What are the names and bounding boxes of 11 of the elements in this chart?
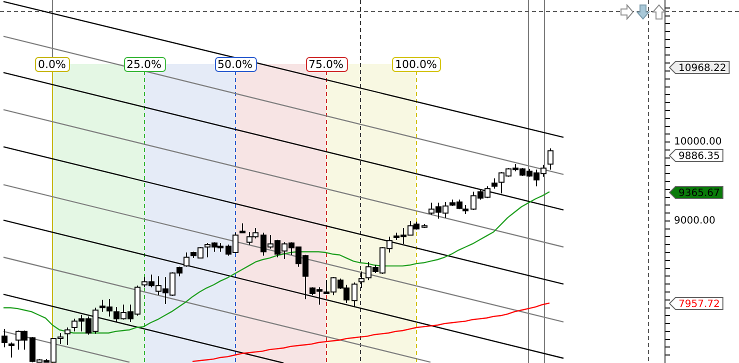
annotation: 100.0% <box>395 58 437 71</box>
annotation: 0.0% <box>38 58 66 71</box>
annotation: 25.0% <box>126 58 162 71</box>
text: 10968.22 <box>678 63 726 74</box>
y-tick-label: 10000.00 <box>674 136 722 148</box>
text: 7957.72 <box>678 299 720 310</box>
text: 9886.35 <box>678 151 720 162</box>
y-tick-label: 9000.00 <box>674 216 716 227</box>
text: 9365.67 <box>678 188 720 200</box>
annotation: 75.0% <box>308 58 344 71</box>
annotation: 50.0% <box>218 58 252 71</box>
